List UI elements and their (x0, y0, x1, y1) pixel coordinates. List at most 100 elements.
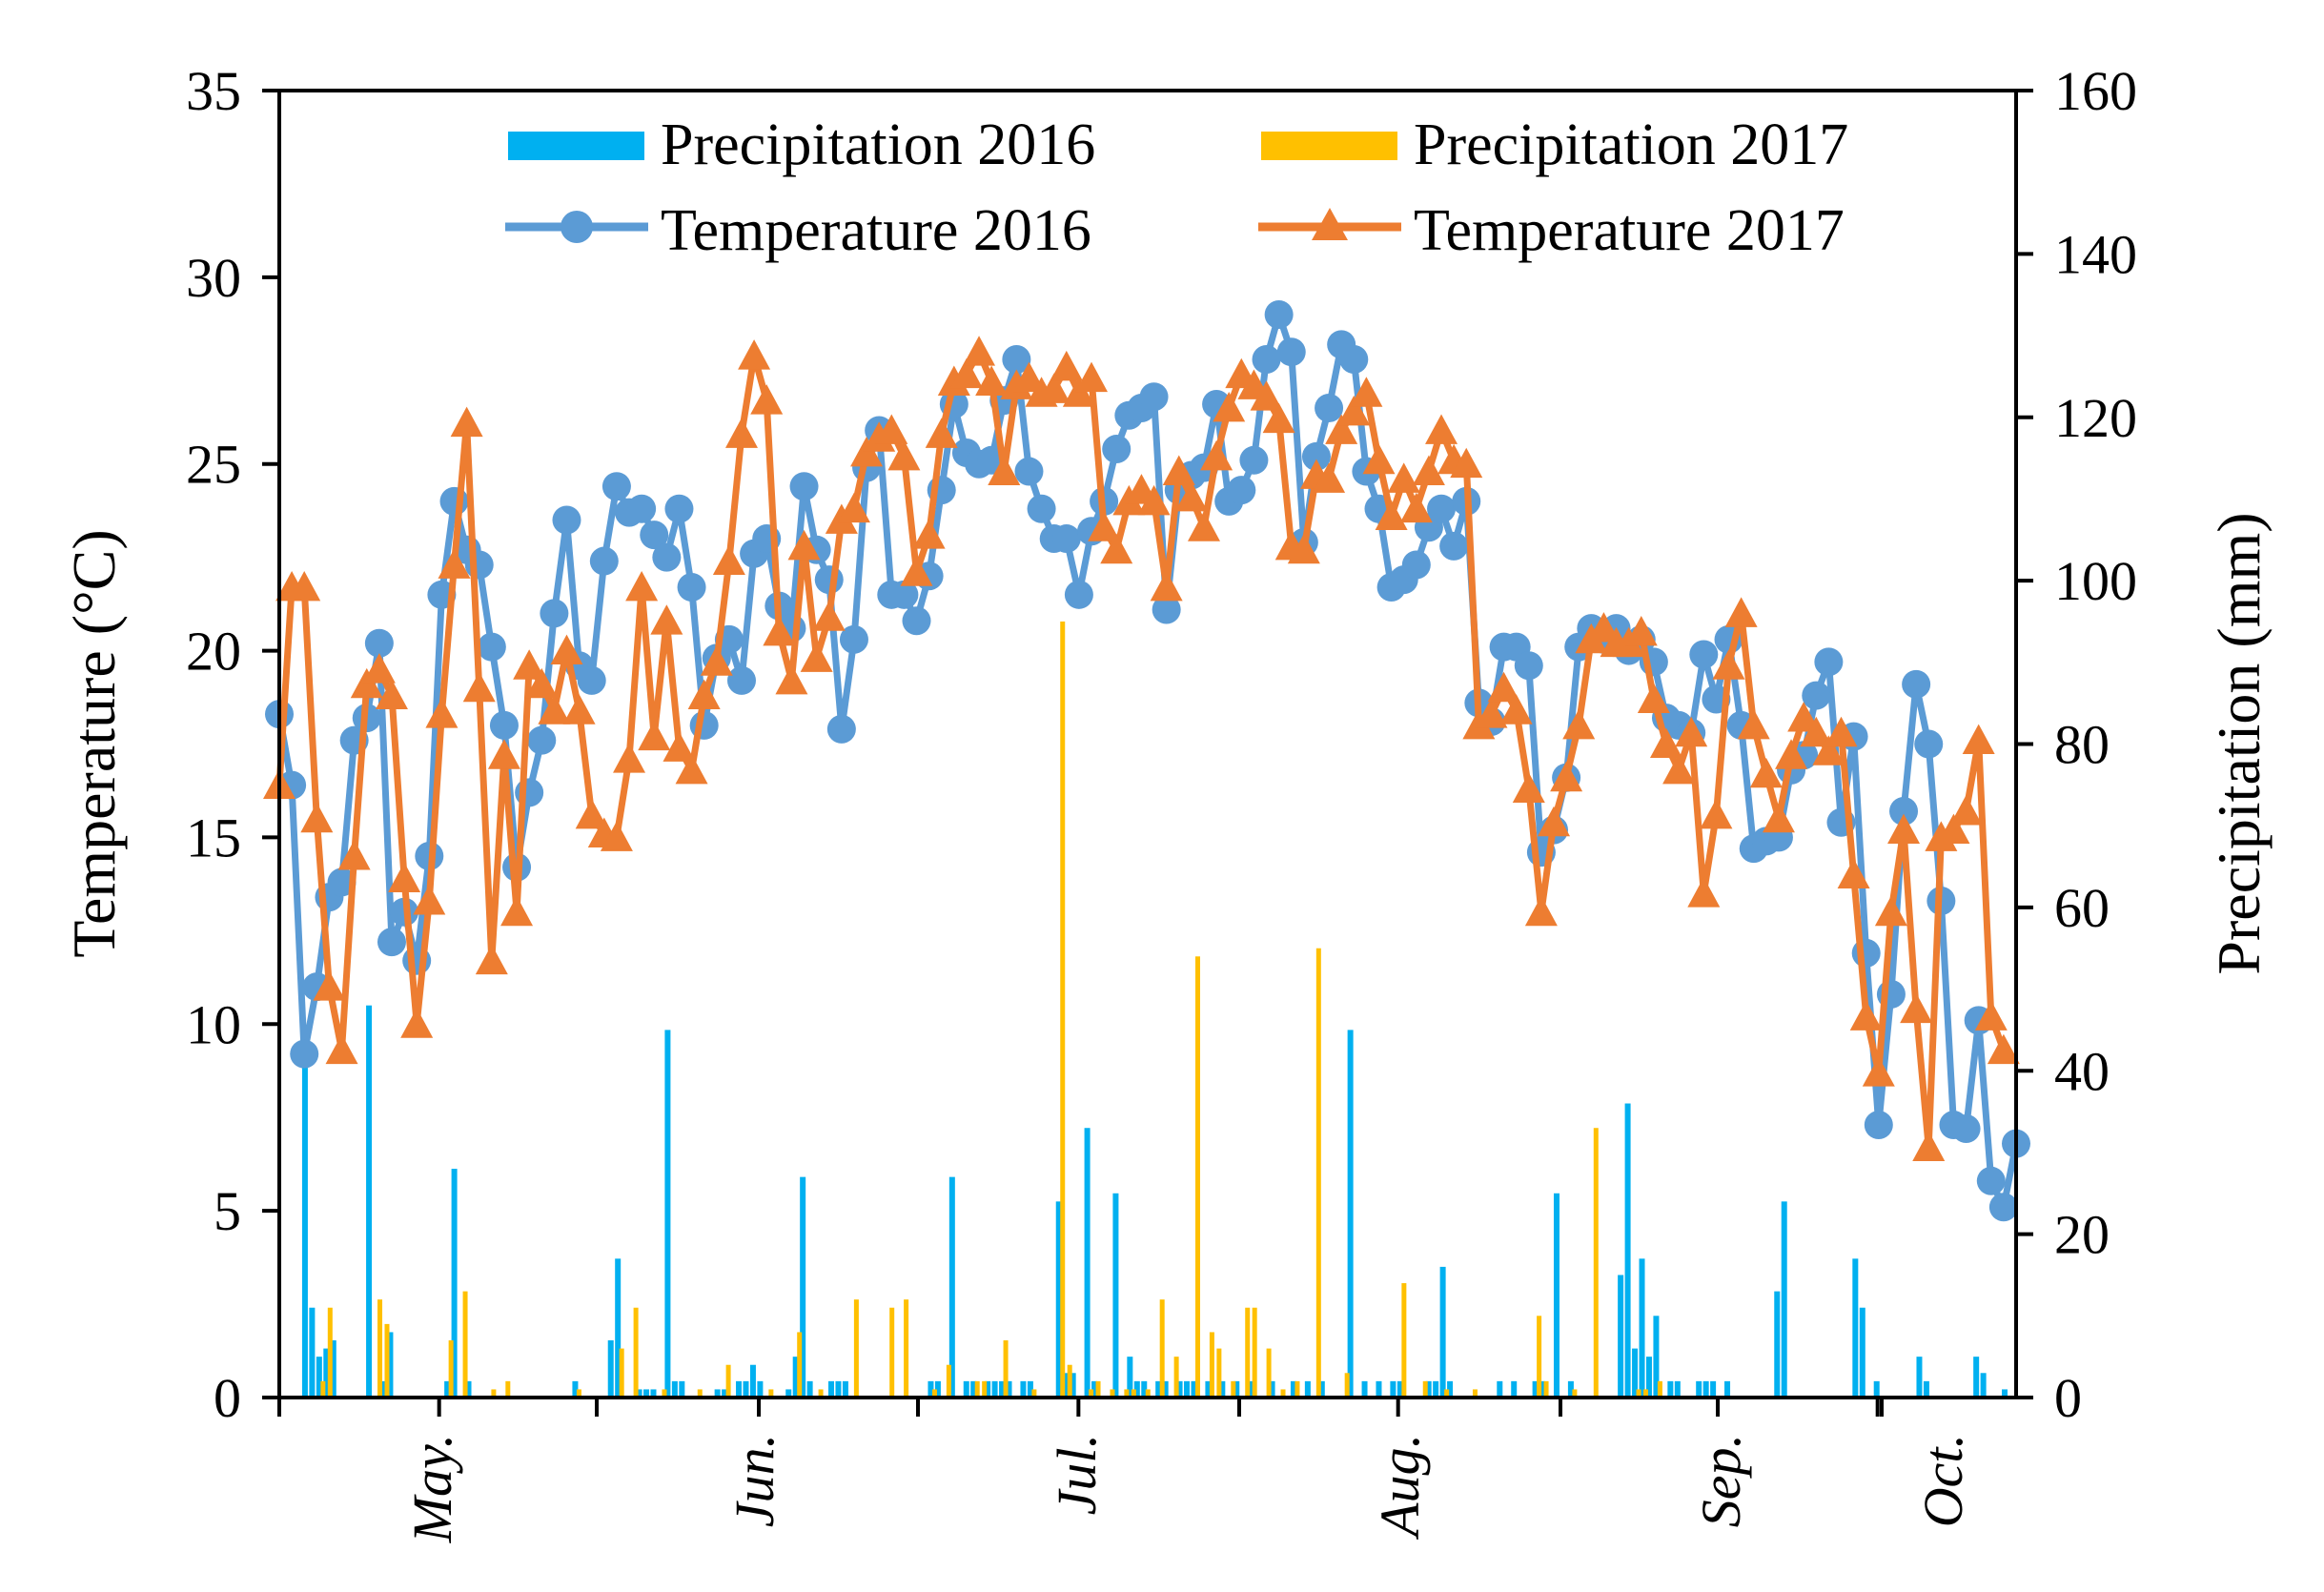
precipitation-2016-bar (1127, 1357, 1133, 1398)
precipitation-2017-bar (320, 1380, 326, 1398)
precipitation-2017-bar (1124, 1389, 1130, 1398)
precipitation-2016-bar (1639, 1258, 1645, 1398)
precipitation-2017-bar (1252, 1307, 1257, 1398)
precipitation-2017-bar (1145, 1389, 1151, 1398)
temperature-2017-point (1812, 735, 1845, 765)
y-axis-left-title: Temperature (°C) (60, 529, 128, 957)
y-right-tick-label: 60 (2054, 877, 2110, 939)
temperature-2017-point (1700, 798, 1733, 829)
temperature-2016-point (664, 494, 694, 523)
precipitation-2016-bar (1020, 1380, 1027, 1398)
precipitation-2016-bar (991, 1380, 998, 1398)
precipitation-2016-bar (1439, 1266, 1446, 1398)
precipitation-2016-bar (1916, 1357, 1923, 1398)
y-right-tick-label: 40 (2054, 1040, 2110, 1102)
temperature-2017-point (1412, 455, 1445, 485)
temperature-2016-point (552, 505, 581, 535)
temperature-2017-point (1037, 373, 1070, 403)
temperature-2017-point (1425, 414, 1458, 444)
legend-marker-temperature-2017 (1312, 208, 1348, 240)
precipitation-2016-bar (828, 1380, 835, 1398)
precipitation-2017-bar (1216, 1348, 1222, 1398)
temperature-2016-point (477, 632, 506, 662)
precipitation-2017-bar (1472, 1389, 1478, 1398)
temperature-2017-point (1375, 500, 1408, 531)
precipitation-2016-bar (757, 1380, 764, 1398)
temperature-2016-point (1027, 494, 1056, 523)
precipitation-2017-bar (1401, 1283, 1407, 1398)
temperature-2017-point (900, 556, 933, 586)
temperature-2017-point (1187, 511, 1220, 541)
temperature-2017-point (450, 406, 483, 438)
temperature-2017-point (1200, 439, 1233, 471)
precipitation-2017-bar (1657, 1380, 1662, 1398)
temperature-2017-point (949, 357, 983, 389)
temperature-2017-point (812, 601, 846, 631)
y-left-tick-label: 15 (186, 806, 241, 868)
temperature-2017-point (525, 667, 559, 699)
y-right-tick-label: 20 (2054, 1204, 2110, 1266)
precipitation-2016-bar (722, 1389, 728, 1398)
temperature-2016-point (1689, 640, 1719, 669)
temperature-2016-line (275, 311, 2020, 1211)
temperature-2016-point (726, 665, 756, 695)
precipitation-2016-bar (1006, 1380, 1012, 1398)
y-right-tick-label: 80 (2054, 714, 2110, 776)
legend-swatch-precipitation-2016 (508, 132, 644, 160)
temperature-2017-point (550, 634, 583, 665)
precipitation-2016-bar (671, 1380, 678, 1398)
precipitation-2016-bar (615, 1258, 622, 1398)
temperature-2017-point (375, 679, 408, 710)
precipitation-2016-bar (1070, 1373, 1076, 1398)
precipitation-2016-bar (1184, 1380, 1191, 1398)
precipitation-2017-bar (889, 1307, 895, 1398)
temperature-2016-point (1227, 476, 1256, 505)
temperature-2017-point (975, 365, 1009, 396)
temperature-2017-point (1649, 727, 1682, 758)
temperature-2017-point (337, 840, 371, 870)
precipitation-2016-bar (1141, 1380, 1148, 1398)
precipitation-2016-bar (1923, 1380, 1929, 1398)
y-right-tick-label: 0 (2054, 1367, 2082, 1429)
temperature-2016-point (1301, 441, 1331, 471)
temperature-2017-point (325, 1033, 358, 1065)
y-left-tick-label: 35 (186, 60, 241, 122)
temperature-2017-point (750, 384, 784, 415)
temperature-2017-point (763, 615, 796, 646)
precipitation-2016-bar (1859, 1307, 1865, 1398)
temperature-2017-point (1313, 462, 1346, 493)
precipitation-2017-bar (505, 1380, 511, 1398)
precipitation-2016-bar (1176, 1380, 1183, 1398)
precipitation-2016-bar (743, 1380, 749, 1398)
precipitation-2016-bar (1781, 1201, 1787, 1398)
precipitation-2016-bar (636, 1389, 642, 1398)
temperature-2017-point (413, 885, 446, 915)
temperature-2016-point (1976, 1166, 2006, 1195)
temperature-2017-point (1837, 858, 1870, 889)
precipitation-2017-bar (1231, 1380, 1236, 1398)
precipitation-2016-bar (714, 1389, 721, 1398)
precipitation-2016-bar (1645, 1357, 1652, 1398)
temperature-2017-point (1974, 1000, 2008, 1031)
precipitation-2017-bar (1194, 956, 1200, 1398)
precipitation-2016-bar (323, 1348, 330, 1398)
precipitation-2016-bar (1390, 1380, 1396, 1398)
precipitation-2016-bar (572, 1380, 579, 1398)
precipitation-2016-bar (607, 1340, 614, 1398)
precipitation-2016-bar (1304, 1380, 1311, 1398)
temperature-2017-point (1262, 402, 1295, 434)
precipitation-2016-bar (785, 1389, 792, 1398)
temperature-2016-point (1252, 345, 1281, 375)
temperature-2017-point (362, 653, 396, 684)
precipitation-2017-bar (619, 1348, 624, 1398)
temperature-2017-point (1050, 350, 1083, 381)
precipitation-2016-bar (1710, 1380, 1717, 1398)
temperature-2016-point (577, 665, 606, 695)
temperature-2017-point (438, 548, 471, 579)
temperature-2016-point (1276, 337, 1306, 367)
x-month-label: Sep. (1690, 1434, 1752, 1527)
temperature-2016-point (789, 472, 819, 501)
y-left-tick-label: 0 (214, 1367, 241, 1429)
precipitation-2017-bar (853, 1299, 859, 1398)
precipitation-2017-bar (377, 1299, 383, 1398)
